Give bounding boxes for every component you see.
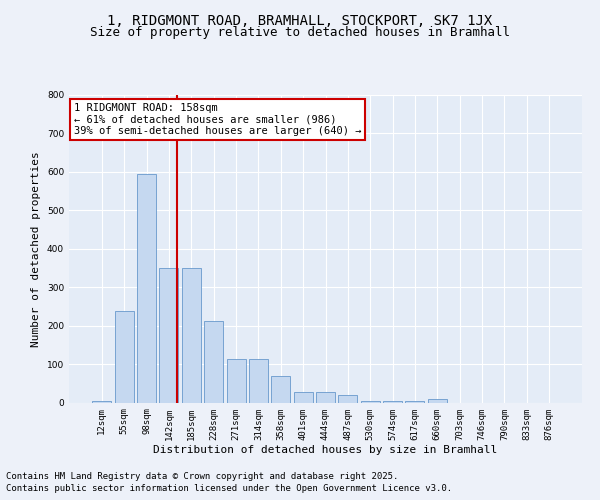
- Bar: [338, 395, 358, 402]
- Bar: [428, 400, 447, 402]
- Text: Contains public sector information licensed under the Open Government Licence v3: Contains public sector information licen…: [6, 484, 452, 493]
- Bar: [227, 360, 245, 403]
- Bar: [182, 268, 201, 402]
- Bar: [204, 321, 223, 402]
- Bar: [92, 400, 112, 402]
- Bar: [406, 400, 424, 402]
- Bar: [361, 400, 380, 402]
- Y-axis label: Number of detached properties: Number of detached properties: [31, 151, 41, 346]
- Text: 1, RIDGMONT ROAD, BRAMHALL, STOCKPORT, SK7 1JX: 1, RIDGMONT ROAD, BRAMHALL, STOCKPORT, S…: [107, 14, 493, 28]
- Text: Size of property relative to detached houses in Bramhall: Size of property relative to detached ho…: [90, 26, 510, 39]
- Bar: [271, 376, 290, 402]
- Text: Contains HM Land Registry data © Crown copyright and database right 2025.: Contains HM Land Registry data © Crown c…: [6, 472, 398, 481]
- Bar: [115, 311, 134, 402]
- X-axis label: Distribution of detached houses by size in Bramhall: Distribution of detached houses by size …: [154, 445, 497, 455]
- Bar: [383, 400, 402, 402]
- Bar: [316, 392, 335, 402]
- Text: 1 RIDGMONT ROAD: 158sqm
← 61% of detached houses are smaller (986)
39% of semi-d: 1 RIDGMONT ROAD: 158sqm ← 61% of detache…: [74, 102, 362, 136]
- Bar: [249, 360, 268, 403]
- Bar: [160, 268, 178, 402]
- Bar: [293, 392, 313, 402]
- Bar: [137, 174, 156, 402]
